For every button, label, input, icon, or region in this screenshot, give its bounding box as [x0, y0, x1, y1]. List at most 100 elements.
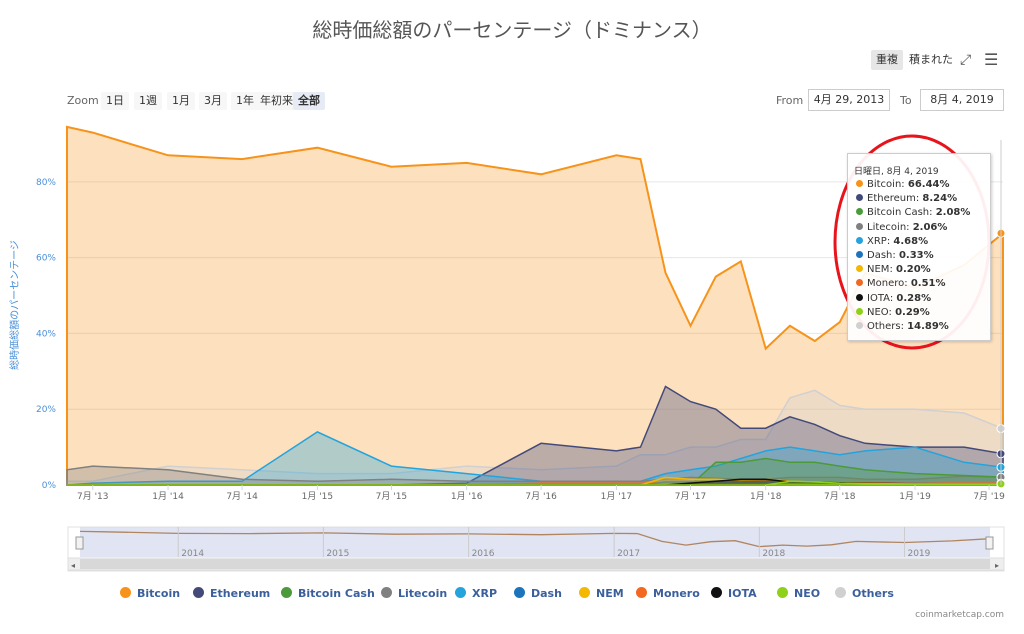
- tooltip-row-bitcoin-cash: Bitcoin Cash: 2.08%: [856, 206, 970, 220]
- legend-item-bitcoin-cash[interactable]: Bitcoin Cash: [281, 586, 375, 602]
- legend-label: IOTA: [728, 587, 757, 600]
- navigator-year-label: 2016: [472, 549, 495, 559]
- tooltip-series-name: Monero: [867, 278, 905, 290]
- y-tick-label: 0%: [42, 481, 57, 491]
- navigator-left-handle[interactable]: [75, 536, 84, 550]
- menu-icon[interactable]: ☰: [984, 50, 999, 69]
- tooltip-series-value: 8.24%: [922, 193, 958, 205]
- tooltip-series-value: 0.28%: [896, 292, 932, 304]
- navigator-year-label: 2014: [181, 549, 204, 559]
- zoom-3m-button[interactable]: 3月: [199, 92, 227, 110]
- tooltip-series-value: 0.20%: [896, 264, 931, 276]
- data-tooltip: 日曜日, 8月 4, 2019 Bitcoin: 66.44% Ethereum:…: [847, 153, 991, 341]
- x-tick-label: 7月 '13: [77, 491, 109, 502]
- tooltip-series-name: NEO: [867, 306, 889, 318]
- series-area-xrp: [66, 431, 1004, 486]
- legend-label: XRP: [472, 587, 498, 600]
- legend-dot-icon: [777, 587, 788, 598]
- legend-dot-icon: [281, 587, 292, 598]
- tooltip-row-xrp: XRP: 4.68%: [856, 235, 928, 249]
- series-dot-icon: [856, 194, 863, 202]
- x-tick-label: 7月 '14: [226, 491, 258, 502]
- legend-item-bitcoin[interactable]: Bitcoin: [120, 586, 180, 602]
- tooltip-series-name: IOTA: [867, 292, 890, 304]
- tooltip-row-neo: NEO: 0.29%: [856, 306, 930, 320]
- legend-item-dash[interactable]: Dash: [514, 586, 562, 602]
- navigator-line: [79, 530, 991, 548]
- zoom-all-button[interactable]: 全部: [293, 92, 325, 110]
- x-tick-label: 1月 '15: [302, 491, 334, 502]
- series-dot-icon: [856, 322, 863, 329]
- zoom-label: Zoom: [67, 94, 99, 107]
- legend-item-nem[interactable]: NEM: [579, 586, 624, 602]
- legend-label: Others: [852, 587, 894, 600]
- zoom-1y-button[interactable]: 1年: [231, 92, 259, 110]
- tooltip-row-dash: Dash: 0.33%: [856, 249, 934, 263]
- x-tick-label: 1月 '14: [152, 491, 184, 502]
- credits-link[interactable]: coinmarketcap.com: [915, 610, 1004, 620]
- legend-label: Bitcoin Cash: [298, 587, 375, 600]
- chart-title: 総時価総額のパーセンテージ（ドミナンス）: [312, 18, 712, 42]
- y-tick-label: 60%: [36, 254, 56, 264]
- legend-label: NEO: [794, 587, 821, 600]
- tooltip-series-value: 0.51%: [910, 278, 946, 290]
- series-dot-icon: [856, 279, 863, 287]
- zoom-1m-button[interactable]: 1月: [167, 92, 195, 110]
- navigator-selection[interactable]: [80, 527, 990, 557]
- legend-item-neo[interactable]: NEO: [777, 586, 820, 602]
- y-tick-label: 80%: [36, 178, 56, 188]
- navigator-scrollbar-thumb[interactable]: [80, 559, 990, 569]
- tooltip-series-value: 4.68%: [893, 235, 929, 247]
- x-tick-label: 7月 '15: [376, 491, 408, 502]
- legend-dot-icon: [381, 587, 392, 598]
- legend-dot-icon: [455, 587, 466, 598]
- from-label: From: [776, 94, 804, 107]
- series-dot-icon: [856, 265, 863, 273]
- tooltip-series-name: Litecoin: [867, 221, 907, 233]
- scroll-left-icon[interactable]: ◂: [71, 561, 75, 570]
- series-dot-icon: [856, 208, 863, 216]
- tooltip-row-others: Others: 14.89%: [856, 320, 949, 334]
- to-label: To: [900, 94, 912, 107]
- legend: Bitcoin Ethereum Bitcoin Cash Litecoin XRP Da…: [0, 586, 1024, 602]
- legend-item-xrp[interactable]: XRP: [455, 586, 497, 602]
- tooltip-row-bitcoin: Bitcoin: 66.44%: [856, 178, 950, 192]
- zoom-1d-button[interactable]: 1日: [101, 92, 129, 110]
- stacked-mode-button[interactable]: 積まれた: [909, 53, 953, 66]
- legend-dot-icon: [193, 587, 204, 598]
- tooltip-row-litecoin: Litecoin: 2.06%: [856, 221, 947, 235]
- legend-item-litecoin[interactable]: Litecoin: [381, 586, 447, 602]
- navigator-right-handle[interactable]: [985, 536, 994, 550]
- x-tick-label: 7月 '17: [675, 491, 707, 502]
- zoom-1w-button[interactable]: 1週: [134, 92, 162, 110]
- y-tick-label: 20%: [36, 405, 56, 415]
- x-tick-label: 7月 '16: [525, 491, 557, 502]
- zoom-ytd-button[interactable]: 年初来: [255, 92, 298, 110]
- tooltip-series-name: Dash: [867, 250, 893, 261]
- navigator-year-label: 2019: [907, 549, 930, 559]
- scroll-right-icon[interactable]: ▸: [995, 561, 999, 570]
- y-axis-title: 総時価総額のパーセンテージ: [8, 240, 21, 370]
- series-dot-icon: [856, 180, 863, 187]
- tooltip-series-name: Others: [867, 321, 901, 332]
- to-date-input[interactable]: 8月 4, 2019: [920, 89, 1004, 111]
- x-tick-label: 7月 '19: [973, 491, 1005, 502]
- legend-item-iota[interactable]: IOTA: [711, 586, 757, 602]
- navigator-year-label: 2018: [762, 549, 785, 559]
- legend-item-monero[interactable]: Monero: [636, 586, 700, 602]
- legend-item-others[interactable]: Others: [835, 586, 894, 602]
- legend-label: Bitcoin: [137, 587, 181, 600]
- series-dot-icon: [856, 222, 863, 230]
- tooltip-series-value: 14.89%: [907, 321, 949, 332]
- x-tick-label: 7月 '18: [824, 491, 856, 502]
- from-date-input[interactable]: 4月 29, 2013: [808, 89, 890, 111]
- tooltip-series-value: 66.44%: [907, 179, 950, 190]
- legend-label: Monero: [653, 587, 700, 600]
- series-dot-icon: [856, 293, 863, 301]
- overlap-mode-button[interactable]: 重複: [871, 50, 903, 70]
- legend-item-ethereum[interactable]: Ethereum: [193, 586, 270, 602]
- tooltip-series-name: Bitcoin: [867, 179, 902, 190]
- legend-dot-icon: [579, 587, 590, 598]
- legend-label: NEM: [596, 587, 624, 600]
- fullscreen-icon[interactable]: ⤢: [960, 52, 972, 68]
